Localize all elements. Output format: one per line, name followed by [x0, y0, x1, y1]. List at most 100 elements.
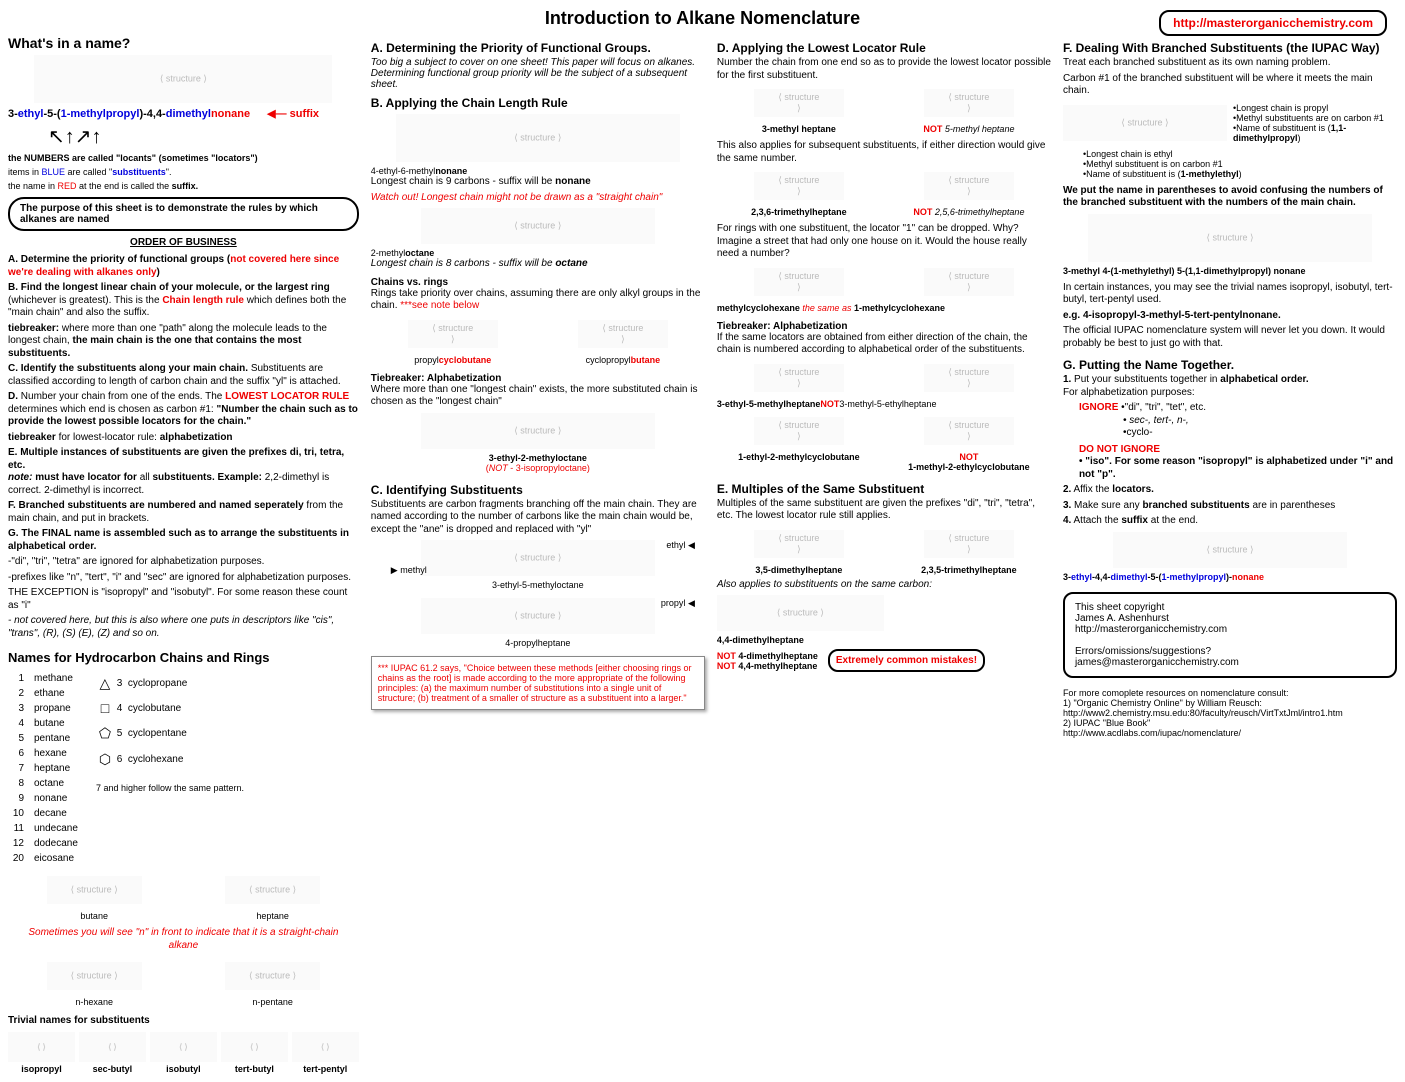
ring-list: △ 3 cyclopropane□ 4 cyclobutane⬠ 5 cyclo…	[96, 671, 244, 866]
section-c-text: Substituents are carbon fragments branch…	[371, 499, 705, 537]
e-not-block: NOT 4-dimethylheptane NOT 4,4-methylhept…	[717, 651, 818, 671]
copyright-box: This sheet copyright James A. Ashenhurst…	[1063, 592, 1397, 678]
cyclopropylbutane-example: cyclopropylbutane	[541, 316, 705, 365]
propylcyclobutane-example: propylcyclobutane	[371, 316, 535, 365]
column-4: F. Dealing With Branched Substituents (t…	[1063, 35, 1397, 1074]
t: cyclobutane	[439, 355, 492, 365]
ring-row: ⬠ 5 cyclopentane	[96, 721, 244, 746]
t: ".	[166, 167, 172, 177]
d-not-1: NOT 5-methyl heptane	[887, 124, 1051, 134]
f-text-3: We put the name in parentheses to avoid …	[1063, 185, 1397, 210]
t: -5-(	[43, 108, 60, 120]
t: suffix	[1121, 515, 1148, 526]
section-g-title: G. Putting the Name Together.	[1063, 358, 1397, 372]
f-c3: •Name of substituent is (1-methylethyl)	[1083, 169, 1397, 179]
section-f-title: F. Dealing With Branched Substituents (t…	[1063, 41, 1397, 55]
g-final-name: 3-ethyl-4,4-dimethyl-5-(1-methylpropyl)-…	[1063, 572, 1397, 582]
d-not-2: NOT 2,5,6-trimethylheptane	[887, 207, 1051, 217]
t: NOT	[923, 124, 942, 134]
order-f: F. Branched substituents are numbered an…	[8, 500, 359, 525]
chains-vs-rings-text: Rings take priority over chains, assumin…	[371, 288, 705, 313]
section-b-title: B. Applying the Chain Length Rule	[371, 96, 705, 110]
t: 3-methyl-5-ethylheptane	[839, 399, 936, 409]
not-isopropyloctane: (NOT - 3-isopropyloctane)	[371, 463, 705, 473]
t: 4-ethyl-6-methyl	[371, 166, 436, 176]
g-final-structure	[1113, 532, 1347, 568]
d-label-2: 2,3,6-trimethylheptane	[717, 207, 881, 217]
f-b3: •Name of substituent is (1,1-dimethylpro…	[1233, 123, 1397, 143]
t: cyclopropyl	[586, 355, 631, 365]
e-text: Multiples of the same substituent are gi…	[717, 498, 1051, 523]
t: 3-ethyl-5-methylheptane	[717, 399, 821, 409]
trivial-names-row: isopropylsec-butylisobutyltert-butyltert…	[8, 1032, 359, 1074]
c-label-1: 3-ethyl-5-methyloctane	[371, 580, 705, 590]
butane-label: butane	[8, 911, 180, 921]
t: tiebreaker	[8, 432, 59, 443]
t: This sheet copyright	[1075, 602, 1385, 613]
t: )	[1239, 169, 1242, 179]
t: are called "	[65, 167, 112, 177]
t: For alphabetization purposes:	[1063, 387, 1195, 398]
octane-label: 2-methyloctane	[371, 248, 705, 258]
n-pentane-example: n-pentane	[186, 958, 358, 1007]
t: Chain length rule	[162, 295, 244, 306]
section-a-title: A. Determining the Priority of Functiona…	[371, 41, 705, 55]
d-label-4: 3-ethyl-5-methylheptaneNOT3-methyl-5-eth…	[717, 399, 1051, 409]
d-struct-5a	[754, 417, 844, 445]
propylheptane-structure	[421, 598, 655, 634]
g-step-4: 4. Attach the suffix at the end.	[1063, 515, 1397, 528]
section-a-subtitle: Too big a subject to cover on one sheet!…	[371, 57, 705, 90]
t: butane	[631, 355, 661, 365]
d-text-3: For rings with one substituent, the loca…	[717, 223, 1051, 261]
t: suffix.	[172, 181, 199, 191]
t: Attach the	[1071, 515, 1121, 526]
n-pentane-structure	[225, 962, 320, 990]
g-step-1: 1. Put your substituents together in alp…	[1063, 374, 1397, 399]
column-3: D. Applying the Lowest Locator Rule Numb…	[717, 35, 1051, 1074]
e-struct-3	[717, 595, 884, 631]
order-g2: -prefixes like "n", "tert", "i" and "sec…	[8, 572, 359, 585]
t: Number your chain from one of the ends. …	[21, 391, 225, 402]
t: NOT	[717, 651, 736, 661]
g-do-not-ignore: DO NOT IGNORE• "iso". For some reason "i…	[1079, 444, 1397, 482]
f-struct-1	[1063, 105, 1227, 141]
t: methylcyclohexane	[717, 303, 800, 313]
locants-note: the NUMBERS are called "locants" (someti…	[8, 153, 359, 163]
t: propyl	[661, 598, 686, 608]
t: Affix the	[1071, 484, 1112, 495]
trivial-item: tert-pentyl	[292, 1032, 359, 1074]
order-d-tiebreaker: tiebreaker for lowest-locator rule: alph…	[8, 432, 359, 445]
suffix-note: the name in RED at the end is called the…	[8, 181, 359, 191]
octane-structure	[421, 208, 655, 244]
t: •Methyl substituent is on carbon #1	[1083, 159, 1397, 169]
chain-row: 7heptane	[8, 761, 78, 776]
methyl-arrow-label: ▶ methyl	[391, 565, 427, 576]
t: 1-methylpropyl	[61, 108, 140, 120]
nonane-label: 4-ethyl-6-methylnonane	[371, 166, 705, 176]
d-struct-1a	[754, 89, 844, 117]
order-b-tiebreaker: tiebreaker: where more than one "path" a…	[8, 323, 359, 361]
order-d: D. Number your chain from one of the end…	[8, 391, 359, 429]
g-step-2: 2. Affix the locators.	[1063, 484, 1397, 497]
d-text-1: Number the chain from one end so as to p…	[717, 57, 1051, 82]
t: the same as	[802, 303, 851, 313]
e-label-2: 2,3,5-trimethylheptane	[887, 565, 1051, 575]
tiebreaker-b-text: Where more than one "longest chain" exis…	[371, 384, 705, 409]
d-struct-1b	[924, 89, 1014, 117]
t: suffix	[290, 108, 319, 120]
common-mistakes-box: Extremely common mistakes!	[828, 649, 985, 672]
ethylmethyloctane-c-structure	[421, 540, 655, 576]
t: locators.	[1112, 484, 1154, 495]
t: •Name of substituent is (	[1083, 169, 1181, 179]
f-text-1: Treat each branched substituent as its o…	[1063, 57, 1397, 70]
t: NOT	[717, 661, 736, 671]
t: dimethyl	[166, 108, 211, 120]
nonane-structure	[396, 114, 680, 162]
trivial-item: sec-butyl	[79, 1032, 146, 1074]
d-struct-3a	[754, 268, 844, 296]
butane-example: butane	[8, 872, 180, 921]
t: Make sure any	[1071, 500, 1142, 511]
t: substituents. Example:	[153, 472, 265, 483]
rings-note: 7 and higher follow the same pattern.	[96, 780, 244, 796]
resources: For more comoplete resources on nomencla…	[1063, 688, 1397, 738]
